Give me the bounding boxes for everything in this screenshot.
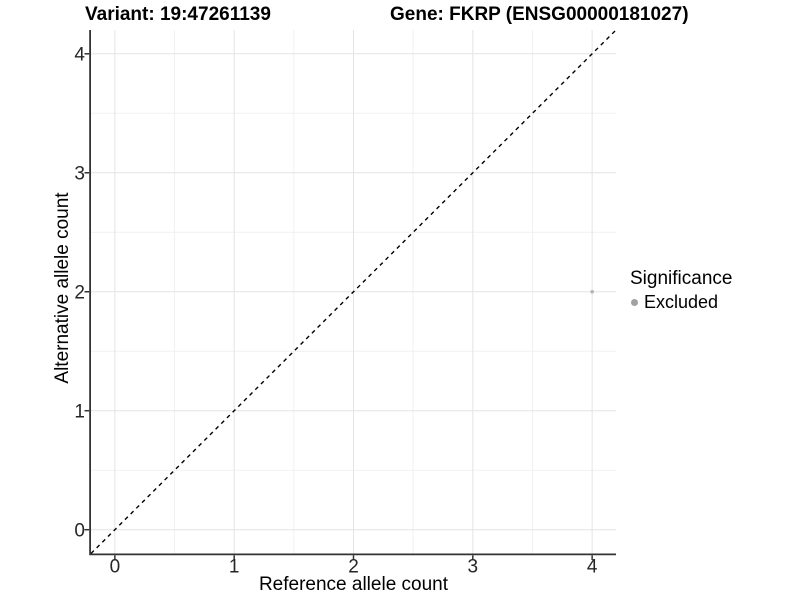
excluded-marker-icon [631,299,638,307]
y-tick-label: 1 [74,402,85,423]
axis-lines [89,30,616,556]
x-axis-title: Reference allele count [258,574,449,595]
data-point [590,289,594,294]
gene-title: Gene: FKRP (ENSG00000181027) [390,4,689,25]
legend-title: Significance [630,268,733,289]
legend-entry-label: Excluded [644,291,719,312]
y-tick-label: 3 [74,164,85,185]
y-tick-label: 4 [74,45,85,66]
variant-title: Variant: 19:47261139 [85,4,271,25]
legend: Significance Excluded [630,268,732,313]
x-tick-label: 0 [110,557,121,578]
identity-line [90,29,617,554]
x-tick-label: 2 [348,557,359,578]
x-tick-label: 1 [229,557,240,578]
y-tick-label: 0 [74,521,85,542]
legend-entry-excluded: Excluded [630,292,732,314]
x-tick-label: 3 [468,557,479,578]
y-tick-label: 2 [74,283,85,304]
y-axis-title: Alternative allele count [52,192,74,384]
x-tick-label: 4 [587,557,598,578]
